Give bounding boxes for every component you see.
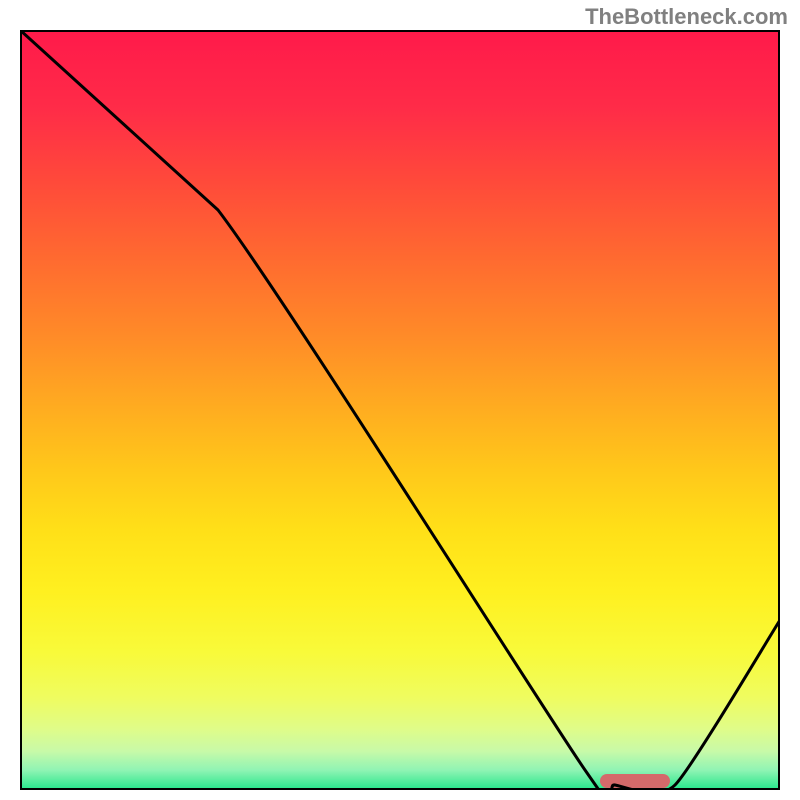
gradient-line-chart — [20, 30, 780, 790]
chart-container: TheBottleneck.com — [0, 0, 800, 800]
chart-background — [21, 31, 779, 789]
baseline-marker — [600, 774, 670, 788]
chart-area — [20, 30, 780, 790]
watermark-text: TheBottleneck.com — [585, 4, 788, 30]
